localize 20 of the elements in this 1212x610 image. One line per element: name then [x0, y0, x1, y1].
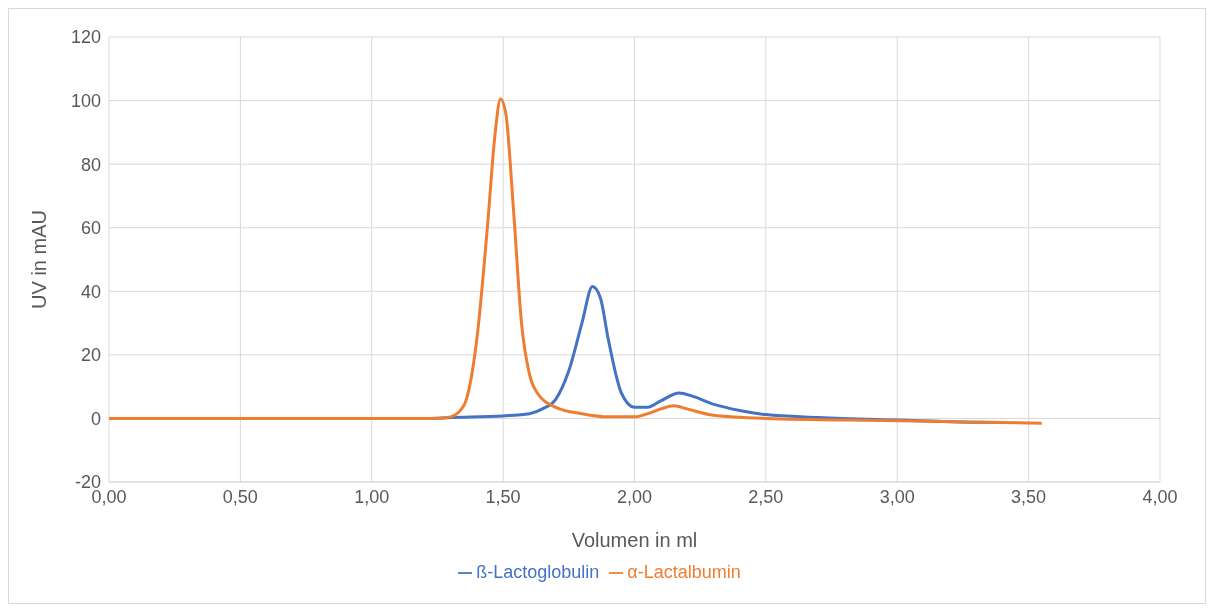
y-tick-label: 40	[80, 281, 101, 302]
y-tick-label: 100	[70, 90, 101, 111]
x-tick-label: 2,00	[616, 486, 653, 507]
x-tick-label: 1,00	[354, 486, 390, 507]
y-tick-label: 60	[80, 218, 101, 239]
x-tick-label: 3,50	[1011, 486, 1047, 507]
y-tick-label: 0	[90, 408, 101, 429]
y-tick-label: 20	[80, 345, 101, 366]
x-tick-label: 4,00	[1142, 486, 1178, 507]
y-tick-label: 120	[70, 27, 101, 48]
x-tick-label: 3,00	[879, 486, 915, 507]
y-axis-title: UV in mAU	[28, 210, 51, 309]
x-tick-label: 2,50	[748, 486, 784, 507]
x-tick-label: 0,50	[222, 486, 258, 507]
x-axis-title: Volumen in ml	[571, 529, 698, 551]
legend-label: ß-Lactoglobulin	[476, 562, 600, 582]
x-tick-label: 1,50	[485, 486, 521, 507]
legend-label: α-Lactalbumin	[627, 562, 741, 582]
y-tick-label: 80	[80, 154, 101, 175]
line-series	[109, 97, 1044, 425]
